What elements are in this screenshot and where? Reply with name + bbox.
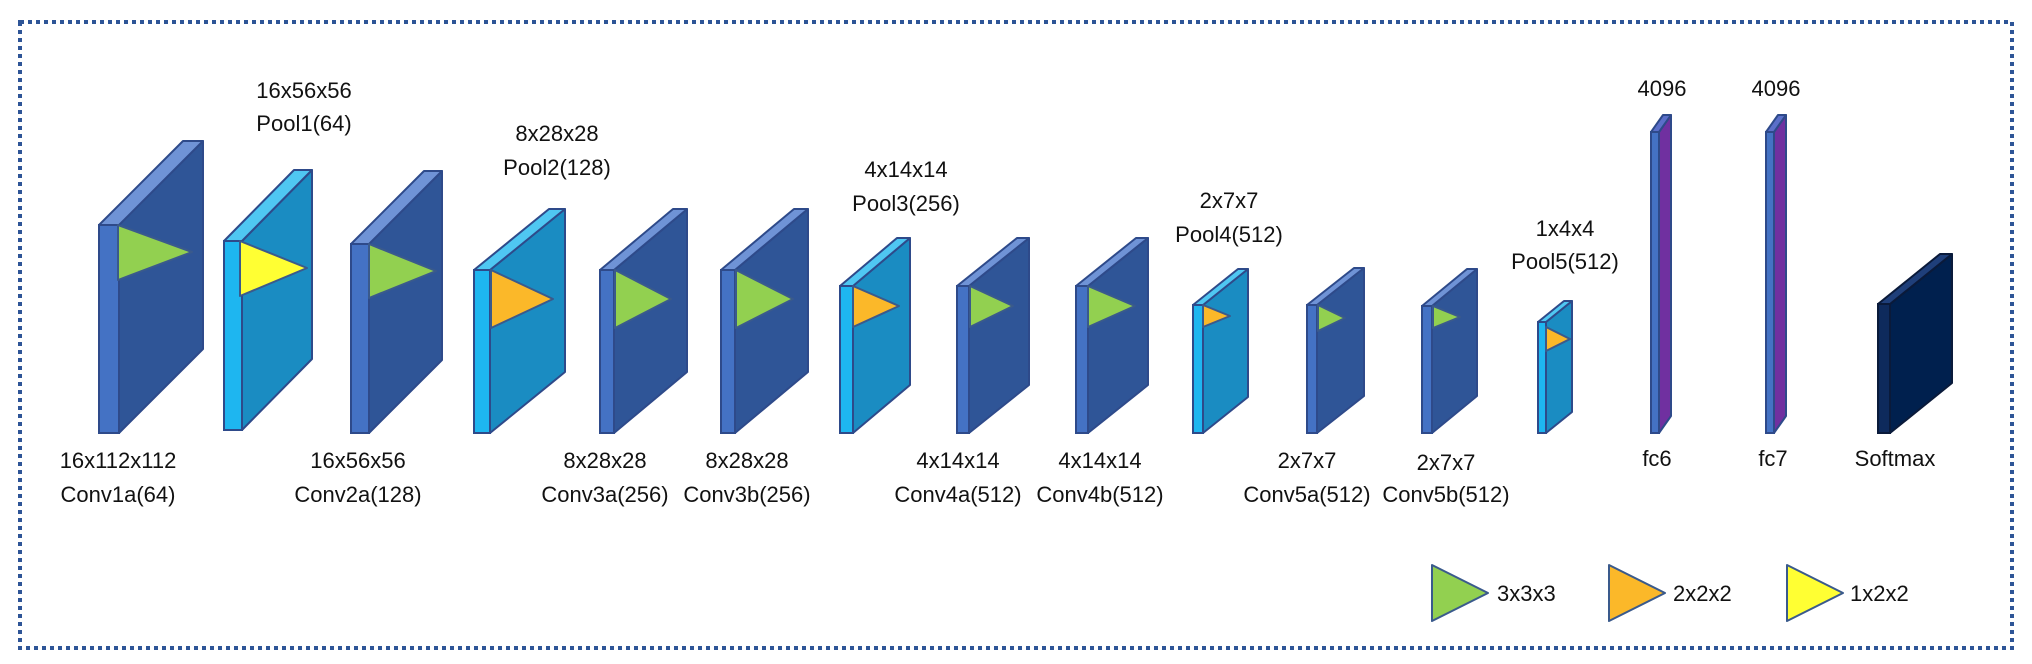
layer-side-face — [1658, 114, 1672, 434]
layer-front-face — [1765, 131, 1775, 434]
layer-block-conv2a-128 — [350, 170, 443, 434]
layer-name-label: Conv1a(64) — [61, 482, 176, 507]
layer-front-face — [599, 269, 615, 434]
legend-label: 3x3x3 — [1497, 581, 1556, 606]
layer-front-face — [1537, 321, 1547, 434]
kernel-2x2x2-icon — [490, 269, 554, 329]
layer-front-face — [1650, 131, 1660, 434]
kernel-3x3x3-icon — [735, 269, 794, 329]
layer-block-softmax — [1877, 253, 1953, 434]
layer-side-face — [1889, 253, 1953, 434]
layer-front-face — [1075, 285, 1089, 434]
legend-kernel-2x2x2-icon — [1608, 564, 1666, 622]
kernel-2x2x2-icon — [1202, 304, 1231, 328]
layer-dims-label: 8x28x28 — [515, 121, 598, 146]
layer-dims-label: 4x14x14 — [916, 448, 999, 473]
layer-name-label: Conv4a(512) — [894, 482, 1021, 507]
layer-name-label: fc7 — [1758, 446, 1787, 471]
layer-block-pool3-256 — [839, 237, 911, 434]
layer-block-fc7 — [1765, 114, 1787, 434]
layer-side-face — [968, 237, 1030, 434]
legend-label: 2x2x2 — [1673, 581, 1732, 606]
kernel-3x3x3-icon — [1432, 305, 1461, 329]
layer-name-label: Pool1(64) — [256, 111, 351, 136]
layer-front-face — [1306, 304, 1318, 434]
layer-block-pool2-128 — [473, 208, 566, 434]
kernel-3x3x3-icon — [969, 285, 1014, 328]
layer-name-label: Pool2(128) — [503, 155, 611, 180]
layer-front-face — [956, 285, 970, 434]
layer-labels: 16x112x112 Conv1a(64) 16x56x56 Pool1(64) 16x… — [60, 76, 1936, 507]
kernel-2x2x2-icon — [852, 285, 900, 328]
layer-dims-label: 16x56x56 — [310, 448, 405, 473]
layer-block-pool4-512 — [1192, 268, 1249, 434]
dotted-border — [18, 20, 2014, 650]
layer-dims-label: 8x28x28 — [563, 448, 646, 473]
layer-blocks — [98, 114, 1953, 434]
layer-name-label: Conv3b(256) — [683, 482, 810, 507]
layer-block-pool1-64 — [223, 169, 313, 431]
layer-side-face — [368, 170, 443, 434]
layer-name-label: Conv3a(256) — [541, 482, 668, 507]
layer-name-label: Conv5b(512) — [1382, 482, 1509, 507]
layer-block-conv5b-512 — [1421, 268, 1478, 434]
layer-name-label: fc6 — [1642, 446, 1671, 471]
layer-side-face — [118, 140, 204, 434]
layer-front-face — [350, 243, 370, 434]
layer-side-face — [1087, 237, 1149, 434]
layer-dims-label: 2x7x7 — [1278, 448, 1337, 473]
legend-item-3x3x3: 3x3x3 — [1431, 564, 1556, 622]
layer-dims-label: 2x7x7 — [1417, 450, 1476, 475]
kernel-3x3x3-icon — [117, 224, 193, 281]
layer-front-face — [720, 269, 736, 434]
layer-dims-label: 16x112x112 — [60, 448, 177, 473]
layer-front-face — [98, 224, 120, 434]
layer-name-label: Conv2a(128) — [294, 482, 421, 507]
layer-block-conv4b-512 — [1075, 237, 1149, 434]
layer-block-fc6 — [1650, 114, 1672, 434]
layer-dims-label: 16x56x56 — [256, 78, 351, 103]
legend-kernel-3x3x3-icon — [1431, 564, 1489, 622]
layer-block-conv1a-64 — [98, 140, 204, 434]
layer-name-label: Pool5(512) — [1511, 249, 1619, 274]
kernel-3x3x3-icon — [1087, 285, 1136, 328]
layer-block-conv3b-256 — [720, 208, 809, 434]
layer-front-face — [1877, 303, 1891, 434]
legend-label: 1x2x2 — [1850, 581, 1909, 606]
kernel-1x2x2-icon — [239, 240, 308, 297]
kernel-3x3x3-icon — [614, 269, 672, 329]
kernel-3x3x3-icon — [1317, 304, 1346, 332]
layer-dims-label: 4x14x14 — [1058, 448, 1141, 473]
layer-name-label: Softmax — [1855, 446, 1936, 471]
layer-block-conv5a-512 — [1306, 267, 1365, 434]
layer-side-face — [1773, 114, 1787, 434]
layer-dims-label: 4096 — [1752, 76, 1801, 101]
layer-front-face — [473, 269, 491, 434]
legend-kernel-1x2x2-icon — [1786, 564, 1844, 622]
layer-front-face — [1192, 304, 1204, 434]
legend-item-2x2x2: 2x2x2 — [1608, 564, 1732, 622]
layer-name-label: Pool4(512) — [1175, 222, 1283, 247]
layer-side-face — [241, 169, 313, 431]
kernel-legend: 3x3x3 2x2x2 1x2x2 — [1431, 564, 1909, 622]
layer-name-label: Conv5a(512) — [1243, 482, 1370, 507]
layer-dims-label: 4096 — [1638, 76, 1687, 101]
layer-block-pool5-512 — [1537, 300, 1573, 434]
layer-dims-label: 2x7x7 — [1200, 188, 1259, 213]
layer-block-conv4a-512 — [956, 237, 1030, 434]
layer-side-face — [1545, 300, 1573, 434]
layer-dims-label: 4x14x14 — [864, 157, 947, 182]
layer-block-conv3a-256 — [599, 208, 688, 434]
kernel-2x2x2-icon — [1545, 326, 1571, 352]
kernel-3x3x3-icon — [368, 243, 437, 299]
layer-front-face — [1421, 305, 1433, 434]
layer-name-label: Pool3(256) — [852, 191, 960, 216]
layer-dims-label: 1x4x4 — [1536, 216, 1595, 241]
layer-front-face — [223, 240, 243, 431]
layer-dims-label: 8x28x28 — [705, 448, 788, 473]
layer-front-face — [839, 285, 854, 434]
layer-name-label: Conv4b(512) — [1036, 482, 1163, 507]
legend-item-1x2x2: 1x2x2 — [1786, 564, 1909, 622]
